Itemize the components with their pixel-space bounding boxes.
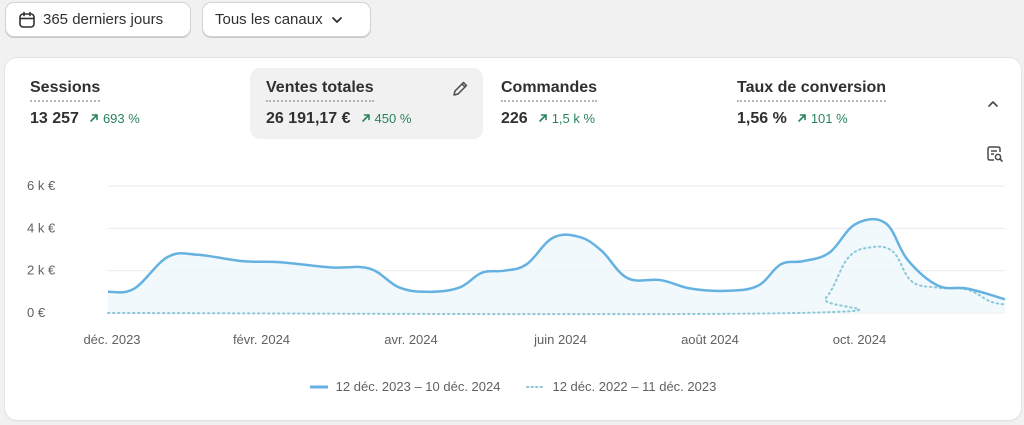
x-tick-label: juin 2024 — [533, 332, 587, 347]
metric-label: Ventes totales — [266, 78, 374, 102]
metric-change-value: 450 % — [374, 110, 412, 126]
arrow-up-right-icon — [90, 114, 98, 122]
y-tick-label: 6 k € — [27, 178, 56, 193]
chevron-down-icon — [331, 16, 342, 23]
current-series-line — [107, 217, 1006, 301]
current-series-area — [108, 219, 1005, 313]
legend-line-dotted — [526, 385, 545, 388]
y-tick-label: 2 k € — [27, 263, 56, 278]
x-tick-label: déc. 2023 — [83, 332, 140, 347]
arrow-up-right-icon — [538, 114, 547, 122]
channel-filter-button[interactable]: Tous les canaux — [202, 2, 371, 37]
chart-legend: 12 déc. 2023 – 10 déc. 2024 12 déc. 2022… — [5, 379, 1021, 394]
pencil-icon[interactable] — [451, 80, 469, 98]
calendar-icon — [19, 11, 35, 28]
metric-change: 1,5 k % — [538, 111, 595, 126]
legend-line-solid — [309, 385, 328, 388]
report-search-icon[interactable] — [985, 144, 1005, 164]
y-tick-label: 0 € — [27, 305, 46, 320]
sales-line-chart: 6 k € 4 k € 2 k € 0 € déc. 2023 févr. 2024 avr… — [27, 178, 1006, 347]
x-tick-label: oct. 2024 — [833, 332, 887, 347]
metric-label: Commandes — [501, 78, 598, 102]
channel-filter-label: Tous les canaux — [215, 11, 323, 28]
metric-sessions[interactable]: Sessions 13 257 693 % — [14, 68, 246, 139]
metric-value: 26 191,17 € — [266, 110, 351, 127]
x-tick-label: août 2024 — [681, 332, 739, 347]
chevron-up-icon[interactable] — [985, 96, 1001, 112]
x-tick-label: avr. 2024 — [384, 332, 438, 347]
metric-change-value: 693 % — [102, 110, 140, 126]
arrow-up-right-icon — [798, 114, 806, 122]
metric-total-sales[interactable]: Ventes totales 26 191,17 € 450 % — [250, 68, 483, 139]
metric-change-value: 101 % — [810, 110, 848, 126]
metric-value: 226 — [501, 110, 528, 127]
y-tick-label: 4 k € — [27, 220, 56, 235]
analytics-card: Sessions 13 257 693 % Ventes totales 26 … — [5, 58, 1021, 420]
metric-label: Taux de conversion — [737, 78, 887, 102]
x-tick-label: févr. 2024 — [233, 332, 290, 347]
metric-change: 450 % — [361, 110, 412, 126]
metric-label: Sessions — [30, 78, 101, 102]
metric-change: 101 % — [797, 111, 848, 126]
legend-item-current[interactable]: 12 déc. 2023 – 10 déc. 2024 — [309, 379, 501, 394]
metric-value: 13 257 — [30, 110, 79, 127]
date-range-label: 365 derniers jours — [43, 11, 164, 28]
metric-conversion-rate[interactable]: Taux de conversion 1,56 % 101 % — [721, 68, 953, 139]
arrow-up-right-icon — [361, 114, 370, 122]
metric-orders[interactable]: Commandes 226 1,5 k % — [485, 68, 717, 139]
legend-item-previous[interactable]: 12 déc. 2022 – 11 déc. 2023 — [526, 379, 716, 394]
legend-label-previous: 12 déc. 2022 – 11 déc. 2023 — [552, 379, 717, 394]
metric-value: 1,56 % — [737, 110, 787, 127]
metric-change-value: 1,5 k % — [551, 110, 596, 126]
metric-change: 693 % — [89, 111, 140, 126]
legend-label-current: 12 déc. 2023 – 10 déc. 2024 — [335, 379, 501, 394]
date-range-button[interactable]: 365 derniers jours — [5, 2, 191, 37]
